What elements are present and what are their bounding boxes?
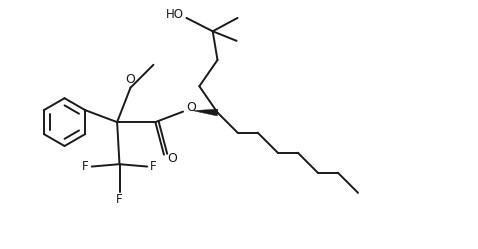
- Text: O: O: [186, 101, 196, 114]
- Text: F: F: [116, 193, 123, 206]
- Text: O: O: [167, 152, 177, 165]
- Polygon shape: [193, 109, 218, 116]
- Text: F: F: [82, 160, 89, 173]
- Text: HO: HO: [165, 7, 184, 21]
- Text: F: F: [150, 160, 157, 173]
- Text: O: O: [126, 73, 135, 86]
